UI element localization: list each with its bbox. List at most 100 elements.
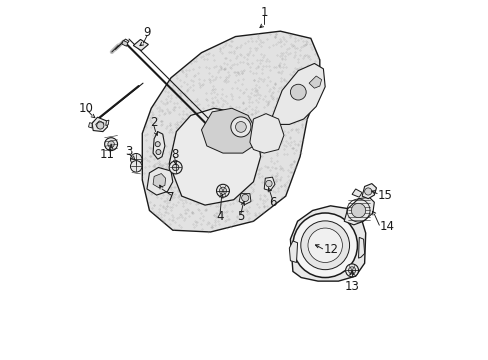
Point	[189, 119, 197, 125]
Point	[222, 217, 230, 223]
Point	[247, 91, 255, 96]
Point	[278, 138, 285, 144]
Point	[276, 129, 284, 135]
Point	[236, 139, 244, 144]
Point	[169, 142, 177, 148]
Point	[283, 185, 290, 191]
Point	[153, 105, 161, 111]
Point	[221, 66, 228, 72]
Point	[215, 105, 223, 111]
Point	[186, 163, 194, 169]
Point	[280, 181, 288, 186]
Point	[277, 165, 285, 171]
Point	[167, 158, 175, 164]
Point	[180, 161, 188, 167]
Point	[240, 90, 247, 95]
Point	[146, 145, 154, 150]
Point	[169, 184, 177, 190]
Point	[231, 160, 239, 166]
Point	[229, 131, 237, 137]
Point	[176, 196, 184, 202]
Point	[250, 160, 258, 166]
Point	[214, 189, 222, 195]
Point	[201, 121, 208, 127]
Point	[221, 79, 229, 85]
Point	[207, 140, 215, 145]
Point	[244, 152, 252, 157]
Point	[291, 35, 299, 41]
Point	[148, 163, 156, 169]
Point	[191, 73, 199, 78]
Point	[220, 60, 227, 66]
Point	[181, 215, 188, 221]
Point	[279, 117, 286, 122]
Point	[221, 152, 229, 158]
Point	[156, 107, 163, 112]
Point	[302, 41, 309, 47]
Point	[286, 127, 294, 132]
Point	[227, 96, 235, 102]
Point	[197, 54, 204, 60]
Point	[273, 138, 281, 144]
Point	[235, 105, 243, 111]
Point	[174, 199, 182, 204]
Point	[269, 94, 277, 100]
Point	[188, 122, 196, 128]
Point	[222, 160, 230, 166]
Point	[266, 133, 274, 139]
Point	[167, 204, 175, 210]
Point	[289, 42, 297, 48]
Point	[232, 69, 240, 75]
Point	[305, 110, 312, 116]
Point	[250, 154, 258, 160]
Point	[285, 170, 293, 175]
Point	[147, 119, 155, 125]
Point	[207, 224, 215, 230]
Point	[160, 217, 167, 223]
Point	[292, 127, 300, 133]
Point	[159, 133, 167, 139]
Point	[225, 179, 233, 185]
Point	[226, 38, 234, 44]
Point	[227, 186, 235, 192]
Point	[243, 208, 250, 213]
Point	[279, 36, 287, 42]
Point	[177, 171, 184, 176]
Point	[239, 76, 246, 82]
Point	[271, 41, 279, 47]
Point	[296, 75, 304, 81]
Point	[284, 31, 292, 37]
Point	[194, 179, 202, 185]
Polygon shape	[122, 41, 128, 46]
Point	[220, 218, 228, 224]
Point	[148, 112, 156, 118]
Point	[146, 153, 154, 159]
Point	[165, 197, 173, 203]
Point	[237, 216, 244, 221]
Point	[188, 82, 196, 87]
Point	[182, 185, 189, 190]
Point	[198, 200, 206, 206]
Point	[215, 207, 223, 213]
Point	[264, 99, 272, 104]
Point	[147, 153, 155, 158]
Point	[261, 163, 269, 169]
Point	[208, 73, 216, 79]
Point	[212, 114, 220, 120]
Point	[209, 212, 217, 217]
Point	[270, 166, 278, 171]
Point	[165, 221, 173, 227]
Point	[205, 220, 213, 225]
Point	[165, 123, 173, 129]
Point	[174, 177, 182, 183]
Point	[191, 58, 199, 64]
Point	[228, 178, 236, 184]
Point	[181, 133, 188, 139]
Polygon shape	[351, 189, 362, 197]
Point	[224, 120, 231, 126]
Point	[216, 75, 224, 80]
Point	[305, 41, 313, 47]
Point	[150, 202, 158, 207]
Point	[246, 111, 254, 117]
Point	[168, 212, 176, 218]
